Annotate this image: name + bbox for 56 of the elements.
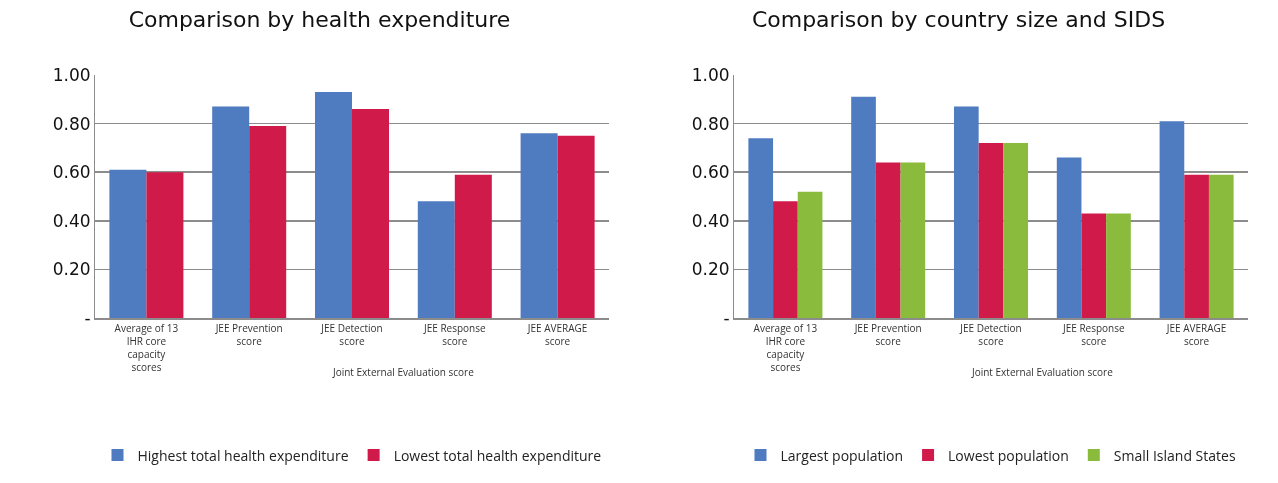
bar (352, 109, 390, 318)
bar (314, 92, 352, 318)
bar (851, 96, 876, 318)
y-tick-label: 1.00 (691, 64, 730, 85)
bar (748, 138, 774, 318)
legend-label: Small Island States (1113, 445, 1236, 465)
bar (1106, 213, 1131, 318)
x-tick-label: JEE Detection score (320, 321, 383, 348)
x-tick-label: JEE Response score (423, 321, 486, 348)
bar (454, 174, 492, 318)
bar (1184, 174, 1209, 318)
bar (109, 169, 147, 318)
y-tick-label: - (84, 307, 91, 328)
bar (249, 126, 287, 318)
legend-label: Largest population (780, 445, 904, 465)
bar (1159, 121, 1185, 318)
text: Joint External Evaluation score (332, 365, 475, 379)
bar (797, 191, 823, 318)
legend-label: Lowest population (948, 445, 1069, 465)
bar (953, 106, 979, 318)
x-tick-label: JEE Detection score (959, 321, 1022, 348)
y-tick-label: 0.20 (691, 259, 730, 280)
y-tick-label: 0.40 (52, 210, 91, 231)
bar (1056, 157, 1082, 318)
y-tick-label: 0.60 (691, 162, 730, 183)
y-tick-label: 0.80 (691, 113, 730, 134)
bar (978, 143, 1004, 318)
x-tick-label: JEE AVERAGE score (1165, 321, 1227, 348)
bar (773, 201, 798, 318)
x-tick-label: Average of 13 IHR core capacity scores (114, 321, 179, 374)
bar (875, 162, 901, 318)
y-tick-label: 0.20 (52, 259, 91, 280)
bar (1081, 213, 1107, 318)
legend-label: Lowest total health expenditure (393, 445, 602, 465)
bar (520, 133, 558, 318)
bar (417, 201, 455, 318)
chart-title: Comparison by country size and SIDS (751, 7, 1166, 33)
x-tick-label: JEE AVERAGE score (526, 321, 588, 348)
text: Joint External Evaluation score (971, 365, 1114, 379)
y-tick-label: 1.00 (52, 64, 91, 85)
legend-label: Highest total health expenditure (137, 445, 349, 465)
x-tick-label: JEE Response score (1062, 321, 1125, 348)
chart-title: Comparison by health expenditure (128, 7, 511, 33)
bar (146, 172, 184, 318)
bar (900, 162, 926, 318)
bar (557, 135, 595, 318)
x-tick-label: JEE Prevention score (853, 321, 922, 348)
bar (1208, 174, 1234, 318)
bar (1003, 143, 1029, 318)
bar (212, 106, 250, 318)
y-tick-label: 0.80 (52, 113, 91, 134)
y-tick-label: - (723, 307, 730, 328)
x-tick-label: JEE Prevention score (214, 321, 283, 348)
y-tick-label: 0.60 (52, 162, 91, 183)
y-tick-label: 0.40 (691, 210, 730, 231)
x-tick-label: Average of 13 IHR core capacity scores (753, 321, 818, 374)
